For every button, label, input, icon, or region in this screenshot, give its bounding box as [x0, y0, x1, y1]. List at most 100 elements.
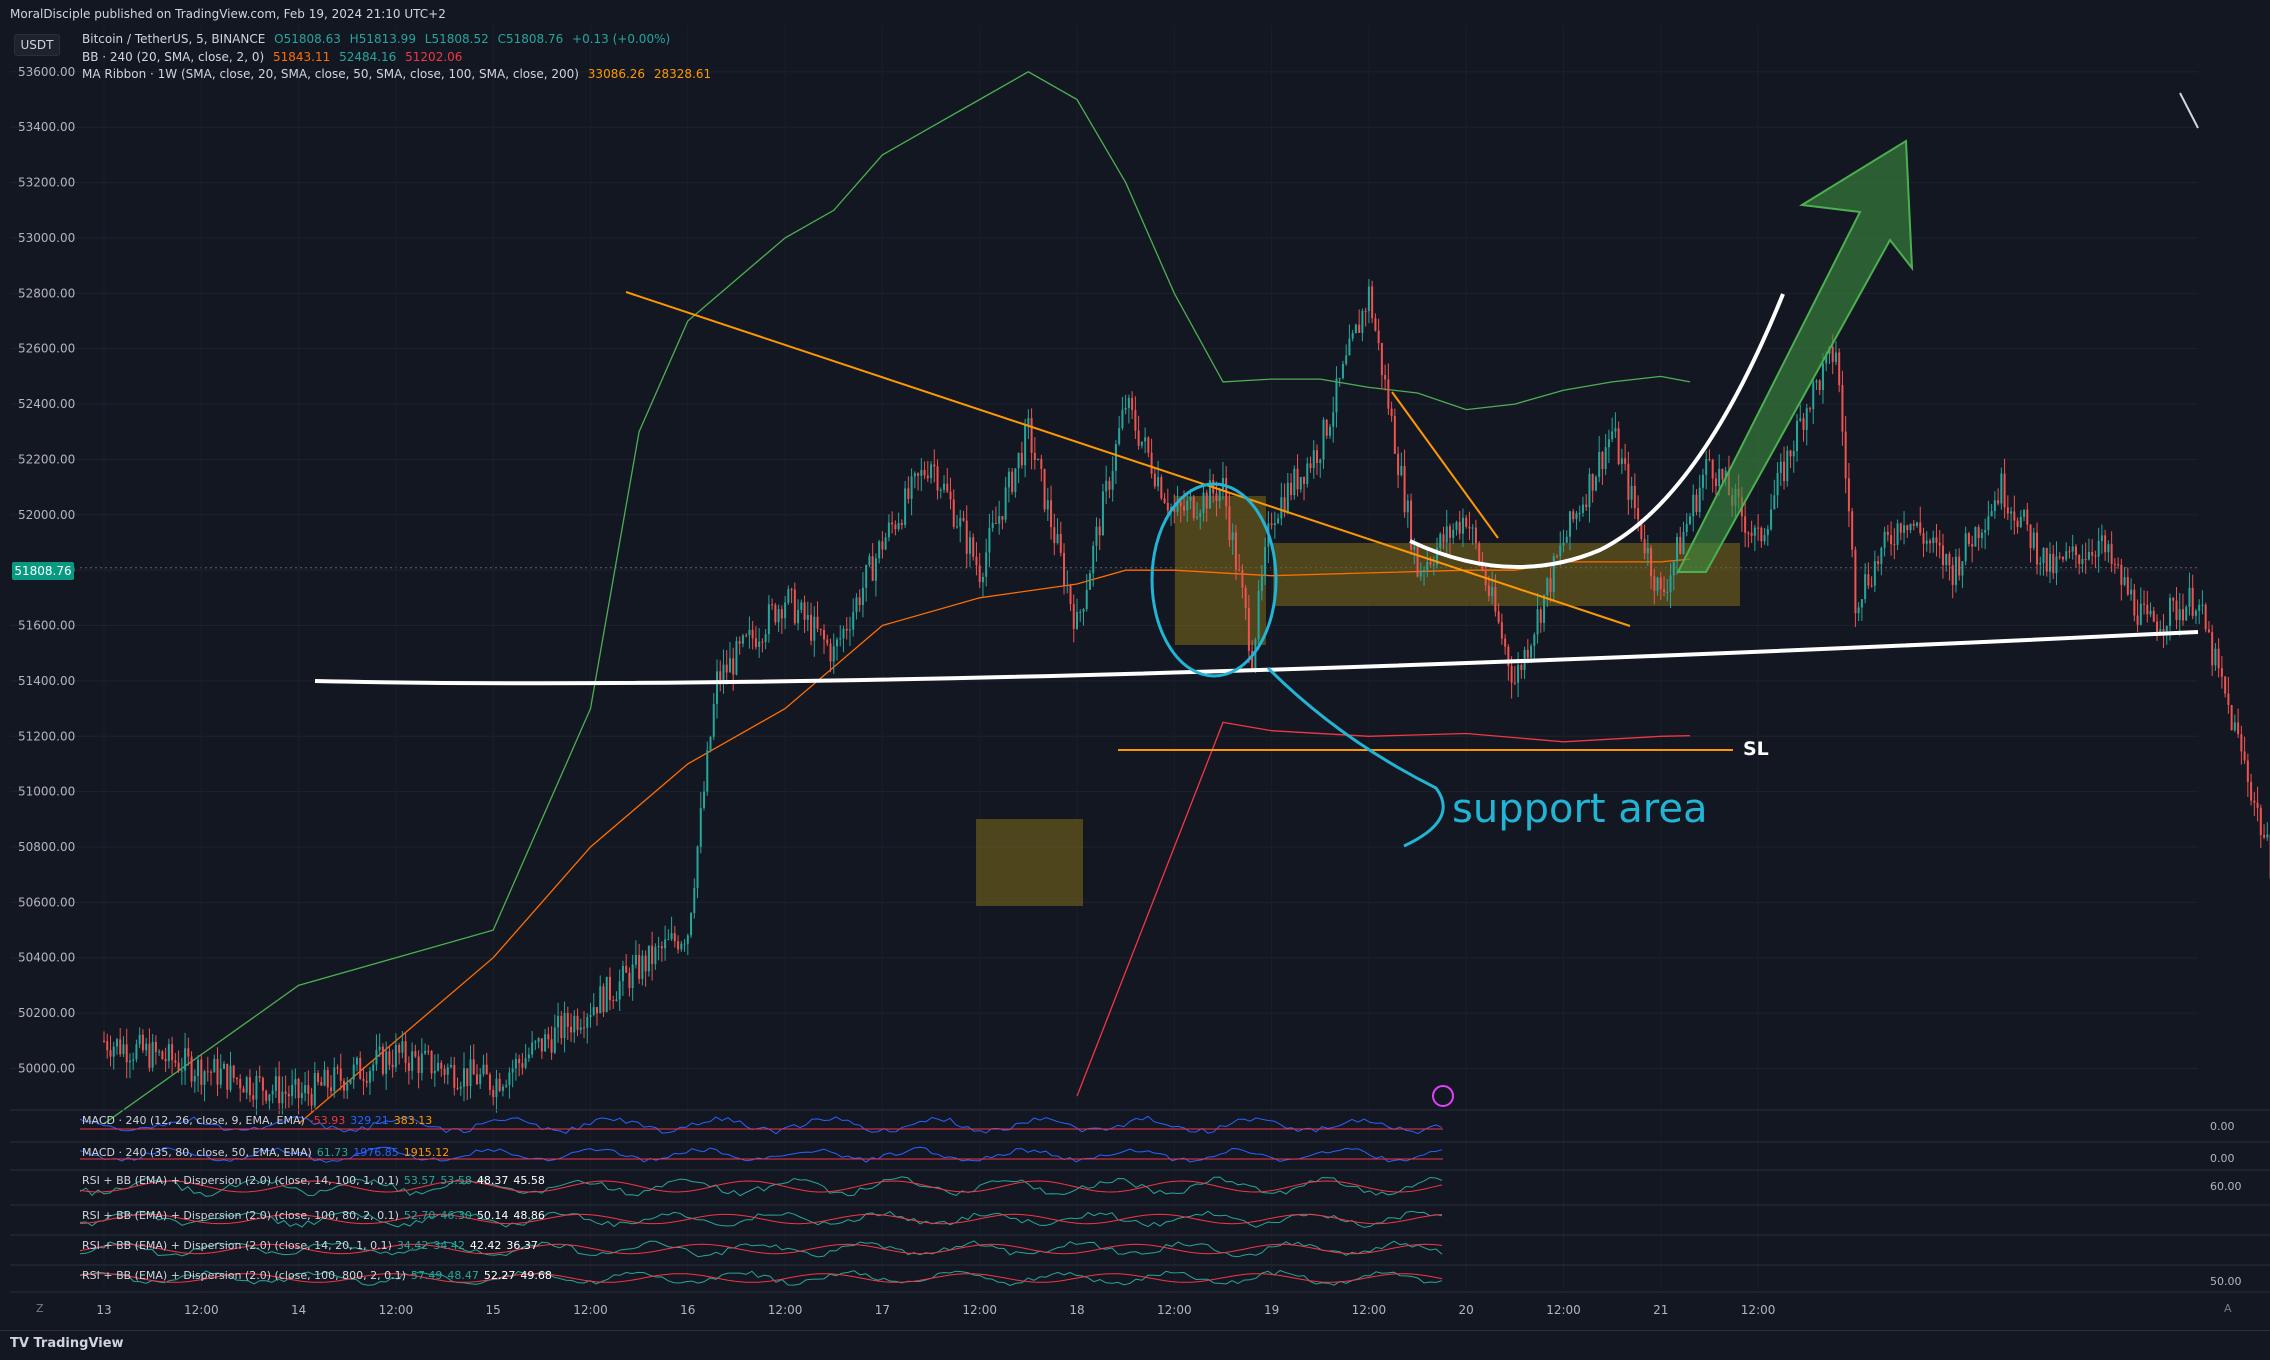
candle-body	[1546, 578, 1548, 595]
candle-body	[940, 490, 942, 491]
candle-body	[1219, 489, 1221, 501]
candle-body	[236, 1078, 238, 1079]
candle-body	[1579, 513, 1581, 514]
indicator-name: MACD · 240 (12, 26, close, 9, EMA, EMA)	[82, 1114, 305, 1127]
candle-body	[268, 1094, 270, 1100]
candle-body	[1877, 561, 1879, 564]
candle-body	[1271, 523, 1273, 525]
candle-body	[2201, 605, 2203, 606]
candle-body	[544, 1034, 546, 1051]
candle-body	[1556, 556, 1558, 557]
candle-body	[641, 956, 643, 979]
candle-body	[1660, 578, 1662, 590]
candle-body	[1514, 683, 1516, 684]
candle-body	[1994, 500, 1996, 511]
auto-scale-button[interactable]: A	[2224, 1302, 2232, 1315]
candle-body	[1365, 311, 1367, 312]
candle-body	[460, 1087, 462, 1089]
candle-body	[385, 1051, 387, 1074]
candle-body	[1926, 541, 1928, 544]
x-tick-label: 12:00	[1741, 1303, 1776, 1317]
indicator-value: 48.47	[447, 1269, 479, 1282]
y-tick-label: 51000.00	[18, 785, 75, 799]
candle-body	[586, 1017, 588, 1028]
candle-body	[2023, 510, 2025, 517]
candle-body	[515, 1059, 517, 1069]
candle-body	[1433, 564, 1435, 565]
candle-body	[651, 946, 653, 965]
candle-body	[998, 516, 1000, 524]
candle-body	[431, 1051, 433, 1073]
candle-body	[1923, 533, 1925, 544]
candle-body	[1465, 518, 1467, 527]
candle-body	[1274, 523, 1276, 525]
candle-body	[2101, 535, 2103, 540]
candle-body	[2192, 588, 2194, 616]
candle-body	[421, 1054, 423, 1073]
candle-body	[1530, 646, 1532, 658]
candle-body	[424, 1051, 426, 1054]
candle-body	[907, 488, 909, 499]
currency-button[interactable]: USDT	[14, 34, 60, 56]
candle-body	[1099, 527, 1101, 536]
candle-body	[440, 1063, 442, 1069]
candle-body	[2124, 577, 2126, 585]
candle-body	[1290, 483, 1292, 495]
candle-body	[842, 629, 844, 638]
candle-body	[778, 609, 780, 622]
candle-body	[171, 1044, 173, 1060]
candle-body	[2231, 705, 2233, 730]
candle-body	[2114, 564, 2116, 565]
candle-body	[1238, 569, 1240, 570]
candle-body	[1955, 557, 1957, 585]
candle-body	[508, 1073, 510, 1085]
candle-body	[797, 610, 799, 623]
indicator-value: 36.37	[506, 1239, 538, 1252]
candle-body	[830, 644, 832, 662]
candle-body	[479, 1074, 481, 1084]
legend-ma-row: MA Ribbon · 1W (SMA, close, 20, SMA, clo…	[82, 67, 716, 81]
candle-body	[194, 1076, 196, 1081]
candle-body	[1449, 526, 1451, 537]
timezone-left[interactable]: Z	[36, 1302, 44, 1315]
candle-body	[810, 615, 812, 641]
candle-body	[1890, 535, 1892, 544]
candle-body	[152, 1042, 154, 1068]
candle-body	[1864, 574, 1866, 599]
candle-body	[2257, 803, 2259, 808]
candle-body	[554, 1027, 556, 1052]
candle-body	[499, 1079, 501, 1091]
candle-body	[2182, 609, 2184, 620]
candle-body	[1916, 523, 1918, 526]
candle-body	[1112, 471, 1114, 490]
candle-body	[379, 1047, 381, 1050]
candle-body	[1566, 537, 1568, 543]
candle-body	[476, 1074, 478, 1084]
candle-body	[995, 523, 997, 524]
candle-body	[2266, 834, 2268, 837]
candle-body	[2049, 554, 2051, 572]
candle-body	[1991, 511, 1993, 516]
candle-body	[1582, 505, 1584, 514]
candle-body	[2078, 555, 2080, 564]
candle-body	[469, 1059, 471, 1086]
candle-body	[791, 589, 793, 590]
x-tick-label: 14	[291, 1303, 306, 1317]
candle-body	[1024, 425, 1026, 465]
candle-body	[1939, 543, 1941, 546]
candle-body	[846, 629, 848, 631]
candle-body	[437, 1063, 439, 1071]
legend-bb-upper: 52484.16	[339, 50, 396, 64]
candle-body	[1261, 576, 1263, 591]
candle-body	[654, 947, 656, 964]
candle-body	[1394, 416, 1396, 454]
candle-body	[486, 1065, 488, 1075]
candle-body	[1777, 473, 1779, 495]
candle-body	[197, 1060, 199, 1076]
candle-body	[1598, 452, 1600, 477]
candle-body	[1115, 444, 1117, 471]
candle-body	[590, 1015, 592, 1017]
candle-body	[2007, 507, 2009, 513]
candle-body	[1180, 502, 1182, 506]
candle-body	[1345, 355, 1347, 364]
